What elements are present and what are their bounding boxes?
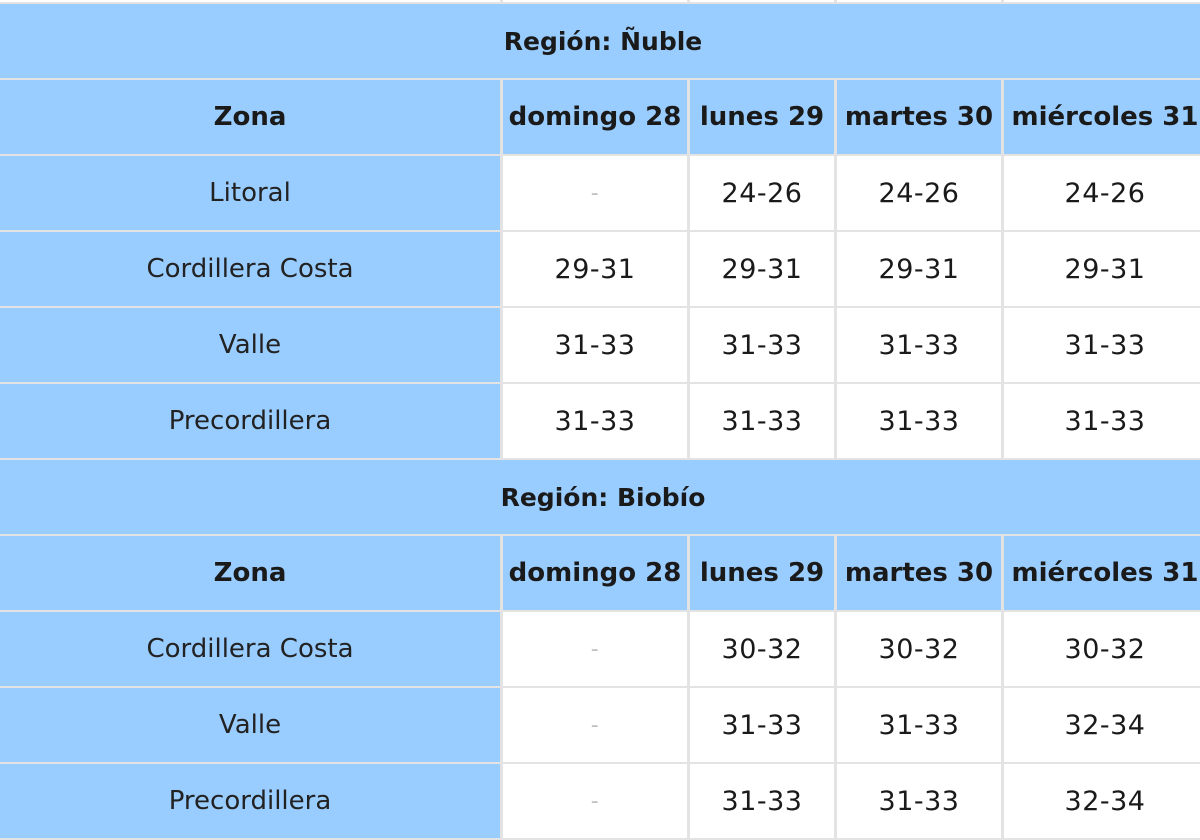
column-header-day: lunes 29 (690, 536, 834, 610)
zone-name: Precordillera (0, 764, 500, 838)
table-cell: 31-33 (690, 688, 834, 762)
zone-name: Cordillera Costa (0, 232, 500, 306)
region-title: Región: Ñuble (0, 4, 1200, 78)
region-title: Región: Biobío (0, 460, 1200, 534)
table-cell: 29-31 (1004, 232, 1200, 306)
table-cell: 24-26 (837, 156, 1001, 230)
table-cell: - (503, 612, 687, 686)
column-header-day: miércoles 31 (1004, 80, 1200, 154)
table-cell: - (503, 688, 687, 762)
column-header-zona: Zona (0, 536, 500, 610)
table-cell: 31-33 (1004, 308, 1200, 382)
zone-name: Precordillera (0, 384, 500, 458)
table-cell: - (503, 764, 687, 838)
table-cell: 31-33 (837, 764, 1001, 838)
zone-name: Valle (0, 688, 500, 762)
table-cell: 31-33 (837, 384, 1001, 458)
column-header-day: miércoles 31 (1004, 536, 1200, 610)
table-cell: 31-33 (837, 688, 1001, 762)
table-cell: 31-33 (690, 384, 834, 458)
column-header-day: domingo 28 (503, 80, 687, 154)
table-cell: - (503, 156, 687, 230)
zone-name: Valle (0, 308, 500, 382)
table-cell: 32-34 (1004, 764, 1200, 838)
column-header-day: martes 30 (837, 80, 1001, 154)
table-cell: 24-26 (1004, 156, 1200, 230)
table-cell: 24-26 (690, 156, 834, 230)
table-cell: 30-32 (1004, 612, 1200, 686)
zone-name: Litoral (0, 156, 500, 230)
column-header-day: domingo 28 (503, 536, 687, 610)
table-cell: 31-33 (690, 308, 834, 382)
table-cell: 29-31 (503, 232, 687, 306)
top-strip-cell (837, 0, 1001, 2)
top-strip-cell (0, 0, 500, 2)
table-cell: 31-33 (690, 764, 834, 838)
top-strip-cell (690, 0, 834, 2)
column-header-day: lunes 29 (690, 80, 834, 154)
column-header-zona: Zona (0, 80, 500, 154)
table-cell: 30-32 (837, 612, 1001, 686)
table-cell: 29-31 (837, 232, 1001, 306)
table-cell: 31-33 (503, 308, 687, 382)
table-cell: 29-31 (690, 232, 834, 306)
top-strip-cell (1004, 0, 1200, 2)
top-strip-cell (503, 0, 687, 2)
zone-name: Cordillera Costa (0, 612, 500, 686)
table-cell: 30-32 (690, 612, 834, 686)
table-cell: 31-33 (1004, 384, 1200, 458)
column-header-day: martes 30 (837, 536, 1001, 610)
table-cell: 31-33 (503, 384, 687, 458)
table-cell: 31-33 (837, 308, 1001, 382)
table-cell: 32-34 (1004, 688, 1200, 762)
